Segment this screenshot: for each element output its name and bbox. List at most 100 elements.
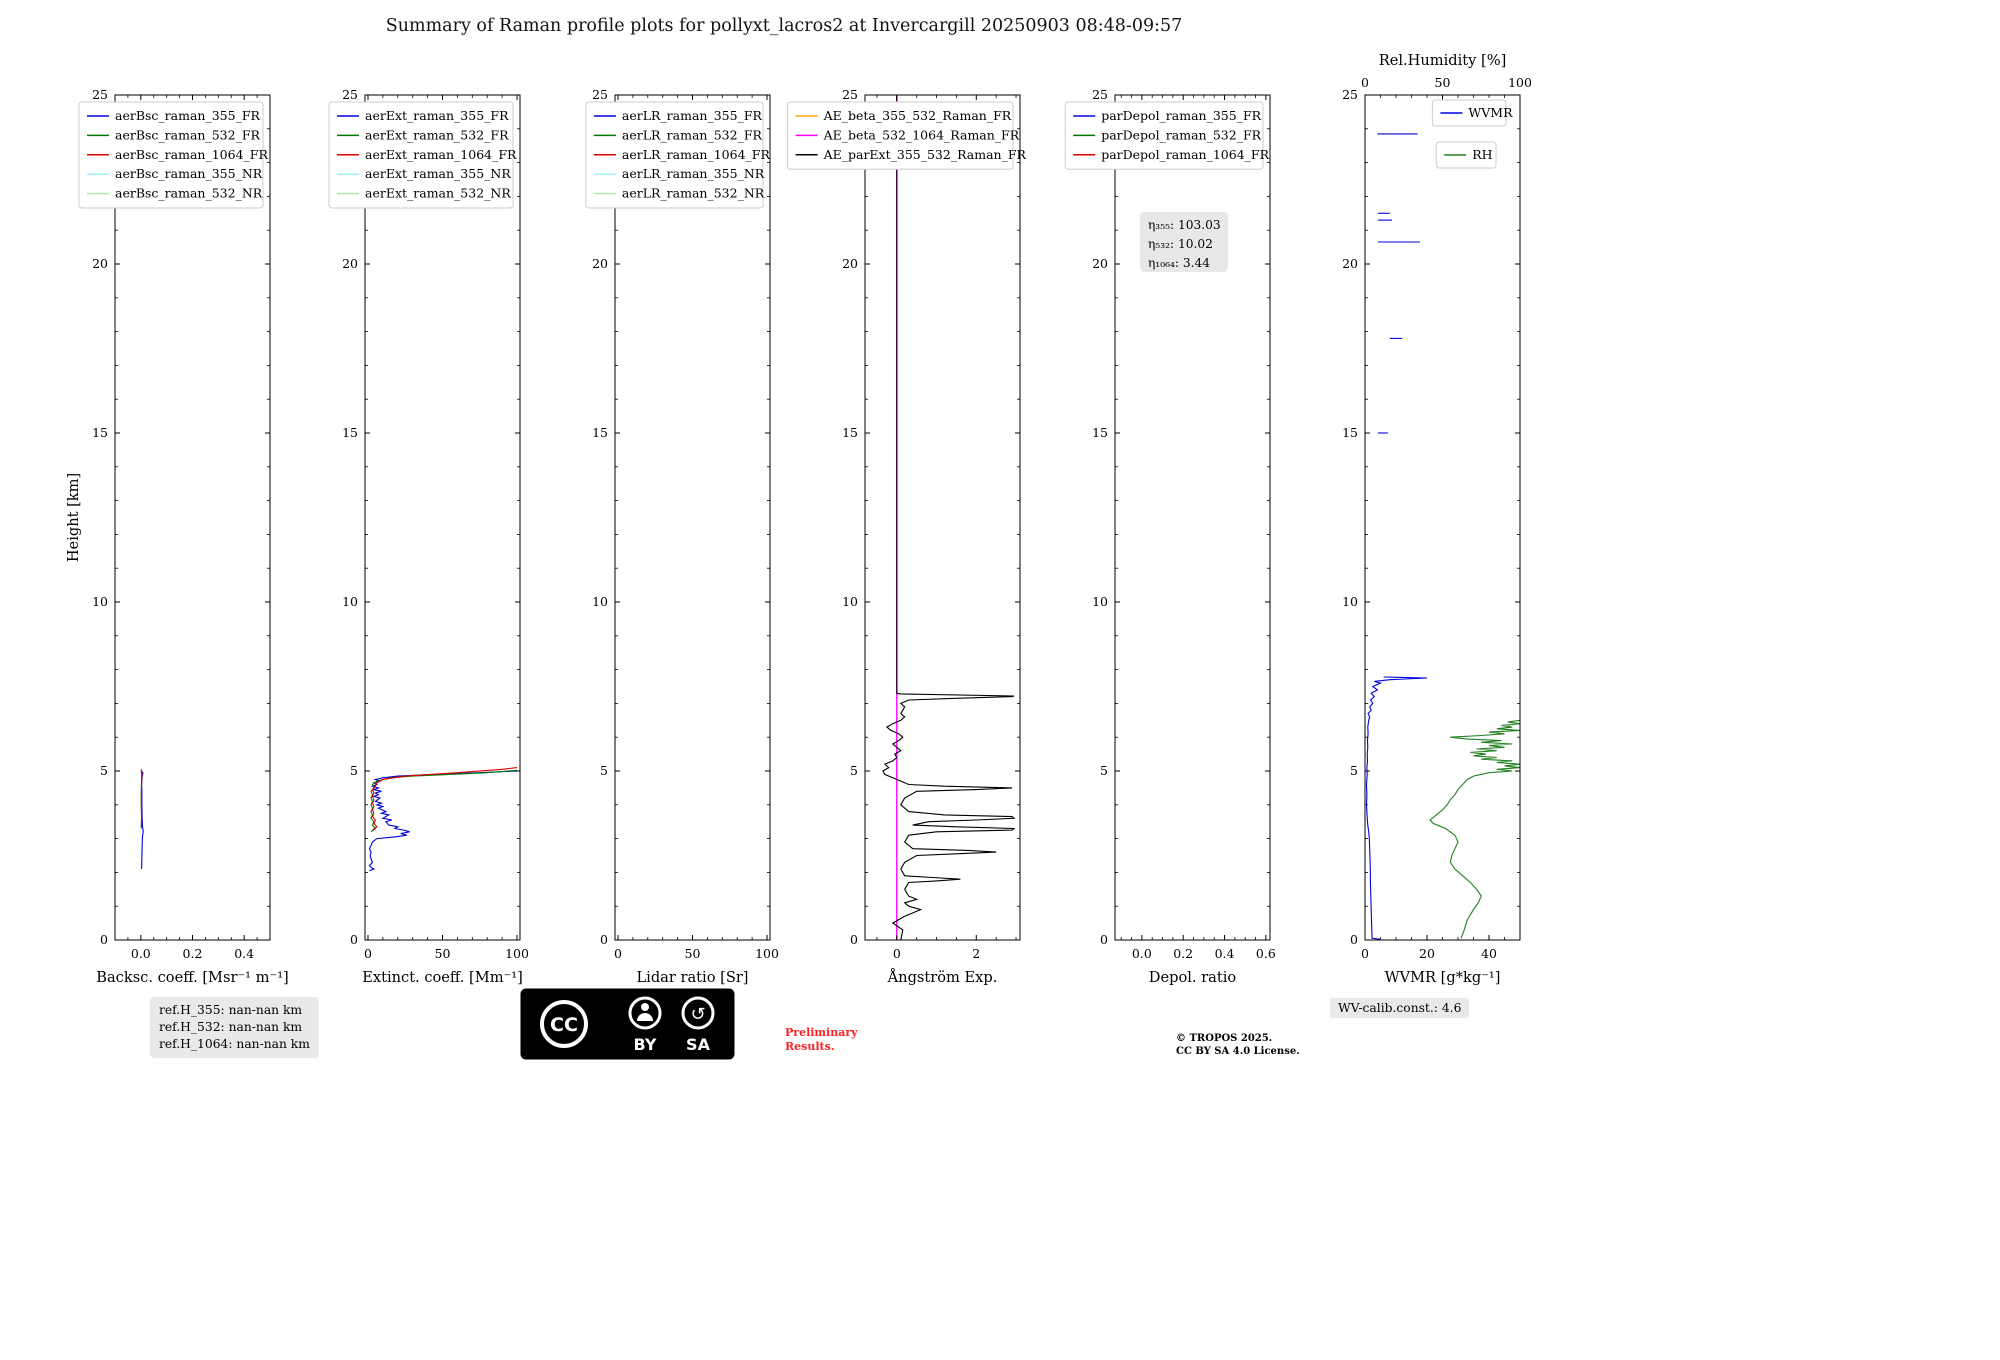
y-tick-label: 15 <box>592 425 608 440</box>
x2-tick-label: 50 <box>1435 75 1451 90</box>
series-aerExt_raman_355_FR <box>368 770 518 872</box>
legend-box <box>1431 99 1507 127</box>
x-tick-label: 2 <box>972 946 980 961</box>
y-tick-label: 15 <box>842 425 858 440</box>
cc-by-sa-badge: CC ↺ BY SA <box>520 988 735 1064</box>
annotation-box <box>1140 212 1228 272</box>
y-tick-label: 10 <box>1342 594 1358 609</box>
y-tick-label: 25 <box>92 87 108 102</box>
legend-label: aerLR_raman_355_FR <box>622 108 763 123</box>
legend-label: AE_beta_355_532_Raman_FR <box>823 108 1012 123</box>
panel-backscatter: 0 5 10 15 20 25 0.0 0.2 0.4 Backsc. coeff. [Msr⁻¹… <box>65 87 289 986</box>
y-tick-label: 25 <box>592 87 608 102</box>
x-tick-label: 0.4 <box>234 946 254 961</box>
cc-by-label: BY <box>634 1035 657 1054</box>
x2-axis-label: Rel.Humidity [%] <box>1379 52 1507 69</box>
legend-label: aerLR_raman_532_NR <box>622 186 765 201</box>
legend-label: RH <box>1472 147 1492 162</box>
x-tick-label: 0.6 <box>1256 946 1276 961</box>
legend-label: aerBsc_raman_532_FR <box>115 127 260 142</box>
legend-label: AE_beta_532_1064_Raman_FR <box>823 127 1020 142</box>
annotation-line: η₃₅₅: 103.03 <box>1148 218 1221 232</box>
legend: WVMR <box>1431 99 1513 127</box>
copyright-line-2: CC BY SA 4.0 License. <box>1176 1046 1300 1057</box>
y-tick-label: 0 <box>600 932 608 947</box>
legend-label: aerBsc_raman_532_NR <box>115 186 263 201</box>
x-tick-label: 40 <box>1481 946 1497 961</box>
y-axis-label: Height [km] <box>65 473 82 562</box>
legend-label: aerExt_raman_1064_FR <box>365 147 517 162</box>
panel-lidar-ratio: 0 5 10 15 20 25 0 50 100 Lidar ratio [Sr] aerLR_ra… <box>585 87 779 986</box>
y-tick-label: 5 <box>100 763 108 778</box>
copyright-note: © TROPOS 2025. CC BY SA 4.0 License. <box>1176 1032 1300 1058</box>
y-tick-label: 25 <box>342 87 358 102</box>
y-tick-label: 20 <box>92 256 108 271</box>
legend-box <box>78 101 264 209</box>
legend-label: aerExt_raman_355_FR <box>365 108 509 123</box>
y-tick-label: 0 <box>100 932 108 947</box>
x-tick-label: 50 <box>435 946 451 961</box>
person-icon <box>628 996 662 1030</box>
copyright-line-1: © TROPOS 2025. <box>1176 1033 1273 1044</box>
y-tick-label: 20 <box>592 256 608 271</box>
series-WVMR <box>1365 133 1428 940</box>
legend-label: AE_parExt_355_532_Raman_FR <box>823 147 1027 162</box>
y-tick-label: 0 <box>850 932 858 947</box>
legend: AE_beta_355_532_Raman_FR AE_beta_532_1064… <box>787 101 1027 170</box>
y-tick-label: 15 <box>1342 425 1358 440</box>
ref-h-355: ref.H_355: nan-nan km <box>159 1003 303 1017</box>
series-RH <box>1429 719 1521 939</box>
legend-box <box>1064 101 1264 170</box>
panel-extinction: 0 5 10 15 20 25 0 50 100 Extinct. coeff. [Mm⁻¹] ae… <box>328 87 529 986</box>
curve-AE_parExt_355_532_Raman_FR <box>882 95 1016 941</box>
axes-frame <box>1114 94 1271 941</box>
y-tick-label: 5 <box>350 763 358 778</box>
curve-WVMR <box>1365 676 1428 940</box>
legend-label: aerExt_raman_532_NR <box>365 186 511 201</box>
legend-label: parDepol_raman_355_FR <box>1101 108 1261 123</box>
series-aerExt_raman_532_FR <box>370 769 518 833</box>
x-tick-label: 0 <box>364 946 372 961</box>
ref-h-532: ref.H_532: nan-nan km <box>159 1020 303 1034</box>
y-tick-label: 5 <box>1100 763 1108 778</box>
curve-aerExt_raman_355_FR <box>368 770 518 872</box>
legend: parDepol_raman_355_FR parDepol_raman_532_… <box>1064 101 1270 170</box>
legend: RH <box>1435 141 1497 169</box>
axes-frame <box>364 94 521 941</box>
x-axis-label: Backsc. coeff. [Msr⁻¹ m⁻¹] <box>96 969 288 986</box>
preliminary-note: Preliminary Results. <box>785 1026 858 1054</box>
preliminary-line-2: Results. <box>785 1040 835 1053</box>
cc-logo-text: CC <box>550 1014 578 1036</box>
panel-depol: 0 5 10 15 20 25 0.0 0.2 0.4 0.6 Depol. ratio parDep… <box>1064 87 1276 986</box>
page-title: Summary of Raman profile plots for polly… <box>385 16 1183 36</box>
x-tick-label: 0.2 <box>183 946 203 961</box>
legend-label: aerExt_raman_355_NR <box>365 166 511 181</box>
y-tick-label: 25 <box>1342 87 1358 102</box>
ref-height-annotation: ref.H_355: nan-nan km ref.H_532: nan-nan… <box>150 997 319 1058</box>
eta-annotation: η₃₅₅: 103.03 η₅₃₂: 10.02 η₁₀₆₄: 3.44 <box>1140 212 1228 272</box>
y-tick-label: 10 <box>92 594 108 609</box>
y-tick-label: 15 <box>342 425 358 440</box>
legend-label: aerBsc_raman_355_NR <box>115 166 263 181</box>
share-alike-icon <box>681 996 715 1030</box>
x-tick-label: 0.0 <box>1132 946 1152 961</box>
x-tick-label: 0 <box>614 946 622 961</box>
legend-box <box>328 101 514 209</box>
cc-sa-label: SA <box>686 1035 711 1054</box>
y-tick-label: 0 <box>350 932 358 947</box>
y-tick-label: 20 <box>842 256 858 271</box>
preliminary-line-1: Preliminary <box>785 1026 858 1039</box>
share-alike-arrow-icon: ↺ <box>690 1004 705 1025</box>
x-axis-label: Ångström Exp. <box>887 968 998 986</box>
y-tick-label: 5 <box>850 763 858 778</box>
x2-tick-label: 0 <box>1361 75 1369 90</box>
annotation-line: η₅₃₂: 10.02 <box>1148 237 1213 251</box>
series-aerBsc_raman_1064_FR <box>140 769 143 827</box>
y-tick-label: 10 <box>342 594 358 609</box>
curve-RH <box>1429 719 1521 939</box>
annotation-line: η₁₀₆₄: 3.44 <box>1148 256 1210 270</box>
legend-label: aerBsc_raman_355_FR <box>115 108 260 123</box>
curve-aerExt_raman_532_FR <box>370 769 518 833</box>
curve-aerExt_raman_1064_FR <box>371 767 518 831</box>
legend-label: aerLR_raman_1064_FR <box>622 147 771 162</box>
